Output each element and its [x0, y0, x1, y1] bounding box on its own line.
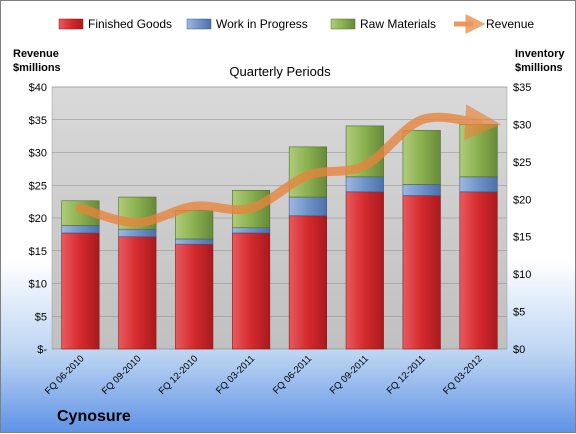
right-tick-label: $10	[513, 269, 531, 281]
bar-work-in-progress	[61, 225, 100, 234]
right-tick-label: $30	[513, 119, 531, 131]
left-tick-label: $30	[29, 148, 47, 160]
revenue-series	[75, 104, 502, 228]
category-label: FQ 03-2011	[214, 353, 257, 396]
bar-work-in-progress	[402, 184, 441, 196]
right-axis-title-line-1: Inventory	[515, 48, 565, 60]
right-tick-label: $20	[513, 194, 531, 206]
revenue-line	[75, 104, 502, 228]
bar-work-in-progress	[175, 238, 214, 245]
legend-swatch-work-in-progress	[186, 18, 212, 30]
left-axis-ticks: $- $5 $10 $15 $20 $25 $30 $35 $40	[29, 82, 48, 356]
legend-label-raw-materials: Raw Materials	[360, 17, 436, 31]
left-tick-label: $10	[29, 279, 47, 291]
category-label: FQ 12-2010	[157, 353, 201, 397]
left-tick-label: $25	[29, 180, 47, 192]
left-axis-title-line-1: Revenue	[13, 48, 59, 60]
bar-finished-goods	[61, 232, 100, 350]
legend: Finished Goods Work in Progress Raw Mate…	[58, 14, 534, 34]
legend-label-revenue: Revenue	[486, 17, 534, 31]
bar-finished-goods	[231, 232, 271, 350]
right-tick-label: $15	[513, 232, 531, 244]
left-tick-label: $35	[29, 115, 47, 127]
company-name: Cynosure	[57, 408, 131, 425]
category-label: FQ 06-2011	[271, 353, 314, 396]
bar-work-in-progress	[231, 227, 271, 234]
bar-raw-materials	[175, 210, 214, 240]
bar-work-in-progress	[288, 196, 328, 217]
right-tick-label: $35	[513, 82, 531, 94]
bar-finished-goods	[459, 191, 498, 350]
right-tick-label: $25	[513, 157, 531, 169]
right-axis-title-line-2: $millions	[515, 62, 563, 74]
right-axis-ticks: $0 $5 $10 $15 $20 $25 $30 $35	[513, 82, 531, 356]
legend-label-finished-goods: Finished Goods	[88, 17, 172, 31]
category-label: FQ 12-2011	[385, 353, 428, 396]
bar-finished-goods	[288, 215, 328, 350]
left-tick-label: $5	[35, 311, 47, 323]
chart-title: Quarterly Periods	[229, 64, 331, 79]
left-tick-label: $15	[29, 246, 47, 258]
legend-swatch-raw-materials	[330, 18, 356, 30]
bar-finished-goods	[402, 195, 441, 350]
category-label: FQ 09-2010	[100, 353, 144, 397]
bar-raw-materials	[459, 124, 498, 178]
bar-finished-goods	[175, 243, 214, 350]
bar-raw-materials	[402, 130, 441, 185]
legend-label-work-in-progress: Work in Progress	[216, 17, 308, 31]
left-tick-label: $-	[37, 344, 47, 356]
left-axis-title-line-2: $millions	[13, 62, 61, 74]
right-tick-label: $5	[513, 307, 525, 319]
category-labels: FQ 06-2010 FQ 09-2010 FQ 12-2010 FQ 03-2011…	[43, 353, 485, 397]
category-label: FQ 03-2012	[441, 353, 485, 397]
bar-work-in-progress	[345, 176, 384, 193]
left-tick-label: $40	[29, 82, 47, 94]
bar-finished-goods	[345, 191, 384, 350]
left-tick-label: $20	[29, 213, 47, 225]
category-label: FQ 09-2011	[328, 353, 371, 396]
bar-work-in-progress	[118, 228, 157, 238]
bar-work-in-progress	[459, 176, 498, 193]
category-label: FQ 06-2010	[43, 353, 87, 397]
bar-finished-goods	[118, 236, 157, 350]
right-tick-label: $0	[513, 344, 525, 356]
legend-swatch-finished-goods	[58, 18, 84, 30]
